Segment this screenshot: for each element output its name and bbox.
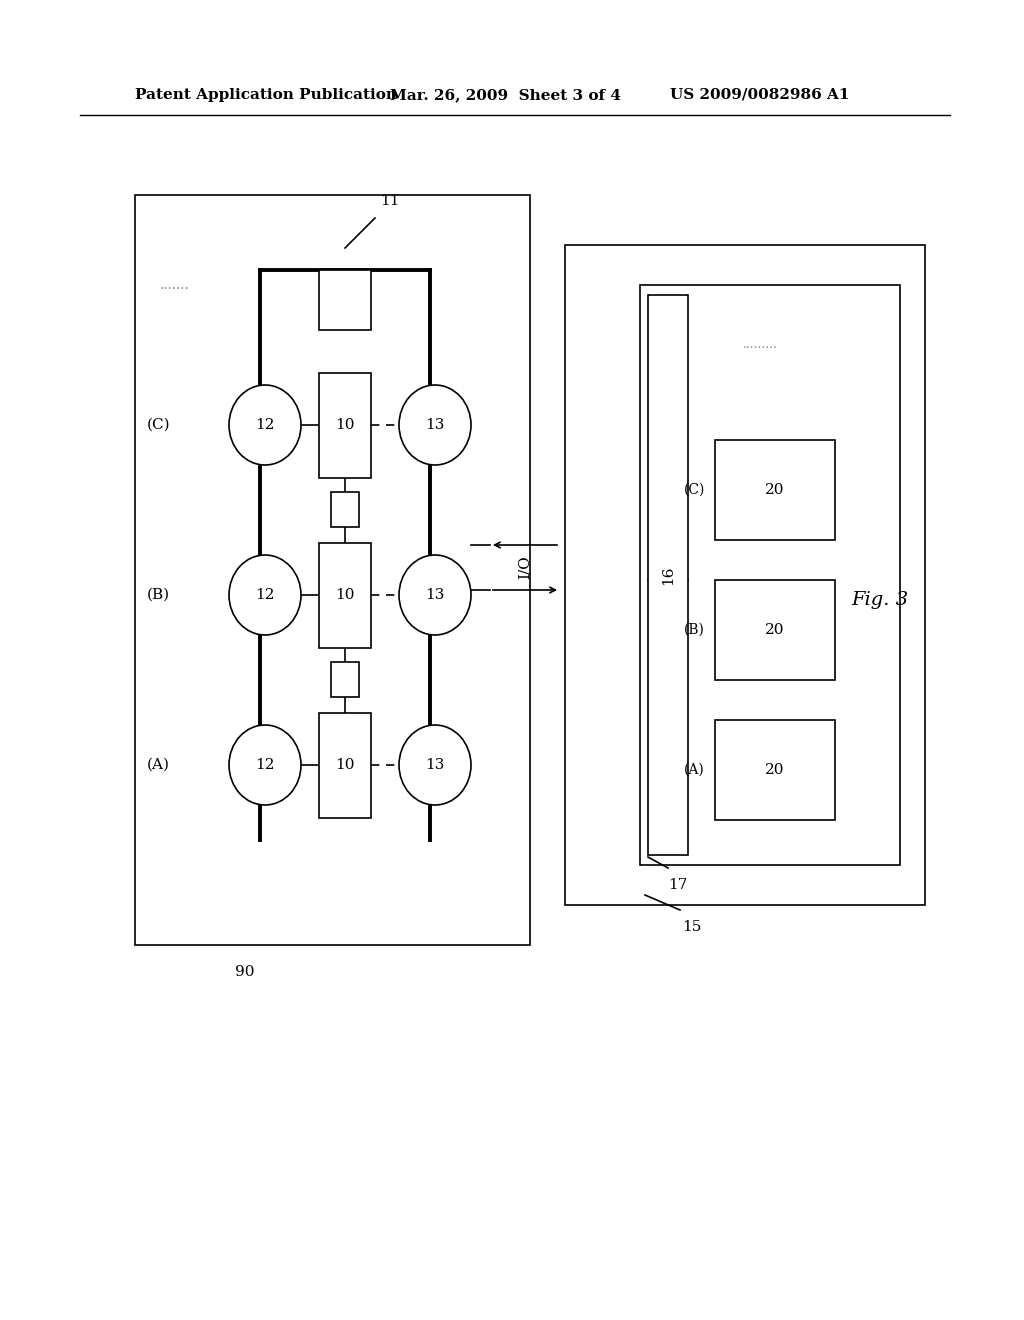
Ellipse shape (399, 554, 471, 635)
Text: 13: 13 (425, 587, 444, 602)
Bar (640, 285, 900, 865)
Text: 13: 13 (425, 758, 444, 772)
Text: Mar. 26, 2009  Sheet 3 of 4: Mar. 26, 2009 Sheet 3 of 4 (390, 88, 621, 102)
Bar (715, 579, 835, 680)
Text: 12: 12 (255, 758, 274, 772)
Bar (319, 372, 371, 478)
Text: 20: 20 (765, 623, 784, 638)
Bar (135, 195, 530, 945)
Text: (B): (B) (146, 587, 170, 602)
Text: 90: 90 (236, 965, 255, 979)
Text: (B): (B) (684, 623, 705, 638)
Ellipse shape (229, 554, 301, 635)
Text: US 2009/0082986 A1: US 2009/0082986 A1 (670, 88, 850, 102)
Text: .........: ......... (742, 338, 777, 351)
Bar (319, 271, 371, 330)
Bar (565, 246, 925, 906)
Text: 20: 20 (765, 483, 784, 498)
Ellipse shape (399, 385, 471, 465)
Ellipse shape (399, 725, 471, 805)
Text: 16: 16 (662, 565, 675, 585)
Text: I/O: I/O (518, 556, 532, 579)
Text: 10: 10 (335, 418, 354, 432)
Bar (331, 492, 359, 527)
Bar (331, 663, 359, 697)
Text: 10: 10 (335, 758, 354, 772)
Text: 17: 17 (669, 878, 688, 892)
Ellipse shape (229, 725, 301, 805)
Text: 12: 12 (255, 587, 274, 602)
Text: Fig. 3: Fig. 3 (851, 591, 908, 609)
Bar (715, 440, 835, 540)
Text: (C): (C) (146, 418, 170, 432)
Ellipse shape (229, 385, 301, 465)
Text: (C): (C) (684, 483, 705, 498)
Text: (A): (A) (684, 763, 705, 777)
Text: 15: 15 (682, 920, 701, 935)
Text: 12: 12 (255, 418, 274, 432)
Text: 10: 10 (335, 587, 354, 602)
Text: .......: ....... (160, 279, 189, 292)
Text: 20: 20 (765, 763, 784, 777)
Bar (648, 294, 688, 855)
Bar (319, 543, 371, 648)
Bar (715, 719, 835, 820)
Text: (A): (A) (147, 758, 170, 772)
Text: 13: 13 (425, 418, 444, 432)
Text: Patent Application Publication: Patent Application Publication (135, 88, 397, 102)
Bar (319, 713, 371, 817)
Text: 11: 11 (380, 194, 399, 209)
